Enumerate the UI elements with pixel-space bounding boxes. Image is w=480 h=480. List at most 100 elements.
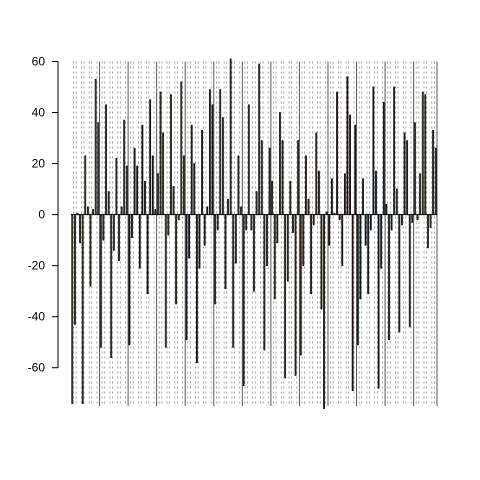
bar-g7-2 [245,214,248,231]
bar-g13-7 [429,214,432,228]
bar-g3-5 [138,214,141,269]
bar-g13-5 [424,94,427,216]
bar-g9-3 [305,155,307,216]
bar-g6-7 [229,58,232,216]
bar-g7-4 [250,214,253,231]
bar-g9-2 [302,214,305,267]
bar-g6-9 [234,214,237,264]
bar-g12-9 [406,140,409,216]
bar-g10-1 [328,214,331,246]
bar-g4-1 [157,173,159,216]
bar-g5-7 [201,129,203,216]
bar-g6-5 [224,214,227,290]
bar-g2-7 [115,158,118,216]
bar-g1-11 [97,122,100,216]
bar-g5-9 [206,206,209,216]
bar-g11-7 [372,86,375,216]
y-tick-label: 20 [32,157,46,171]
bar-g11-9 [377,214,380,389]
bar-g7-6 [255,191,258,216]
bar-g4-9 [177,214,180,221]
bar-g7-8 [260,140,263,216]
bar-g8-3 [276,214,279,244]
bar-g4-6 [170,94,172,216]
bar-g1-5 [81,214,84,404]
bar-g13-1 [414,122,416,216]
bar-g9-10 [323,214,325,409]
bar-g13-2 [416,214,419,221]
bar-g1-1 [71,214,74,404]
bar-g4-10 [180,81,183,216]
bar-g12-5 [395,188,398,216]
bar-g2-1 [99,214,102,348]
bar-g8-2 [273,214,276,300]
bar-g5-3 [190,124,193,216]
bar-g5-5 [195,214,198,364]
bar-g10-9 [349,114,351,216]
bar-g2-4 [107,191,110,216]
bar-g3-11 [154,209,157,216]
bar-g7-3 [247,104,250,216]
bar-g4-7 [172,186,175,216]
bar-g10-5 [338,214,341,221]
bar-g12-2 [388,214,390,341]
y-tick-label: 40 [32,106,46,120]
bar-g9-9 [320,214,323,310]
bar-g5-8 [203,214,206,246]
bar-g13-4 [421,91,424,216]
bar-g3-7 [144,181,146,216]
bar-g9-1 [299,214,302,356]
bar-g2-5 [110,214,113,358]
bar-g3-1 [128,214,131,346]
bar-g11-4 [364,214,367,246]
y-tick-label: -20 [28,259,46,273]
plot-area [71,58,438,409]
bar-g12-6 [398,214,401,333]
bar-g3-4 [136,165,139,216]
bar-g1-4 [79,214,81,244]
bar-g1-7 [86,206,89,216]
bar-g4-4 [164,214,167,348]
bar-g9-7 [315,132,318,216]
bar-g6-4 [221,117,224,216]
bar-g6-8 [232,214,235,348]
bar-g12-7 [401,214,403,226]
bar-g4-3 [162,132,165,216]
bar-g7-10 [266,214,268,267]
bar-g3-3 [133,147,136,216]
bar-g3-2 [131,214,133,238]
bar-g13-8 [432,129,435,216]
y-tick-label: 0 [38,208,45,222]
bar-g6-3 [219,89,222,216]
bar-g8-5 [281,140,284,216]
y-tick-label: -60 [28,361,46,375]
bar-g1-8 [89,214,92,287]
bar-g6-1 [214,214,216,305]
bar-g1-10 [94,78,97,216]
bar-g5-10 [208,89,211,216]
bar-g13-6 [427,214,429,249]
bar-g12-10 [408,214,411,328]
bar-g7-1 [242,214,245,386]
bar-g2-2 [102,214,105,241]
bar-g6-10 [237,155,240,216]
bar-g7-7 [258,63,261,216]
bar-g7-5 [253,214,255,292]
bar-g6-6 [227,198,229,216]
bar-g13-3 [419,173,422,216]
bar-g8-11 [297,140,300,216]
bar-g11-8 [375,170,377,216]
bar-g11-11 [382,101,385,216]
y-axis: -60 -40 -20 0 20 40 60 [28,55,59,375]
bar-g10-8 [346,76,349,216]
bar-g9-5 [310,214,313,295]
bar-g8-1 [271,181,274,216]
bar-g2-10 [123,119,126,216]
bar-g13-9 [434,147,437,216]
bar-g10-6 [341,214,344,267]
bar-g10-10 [351,214,354,392]
bar-g5-11 [211,104,214,216]
bar-g2-8 [118,214,120,261]
bar-g2-9 [120,206,123,216]
